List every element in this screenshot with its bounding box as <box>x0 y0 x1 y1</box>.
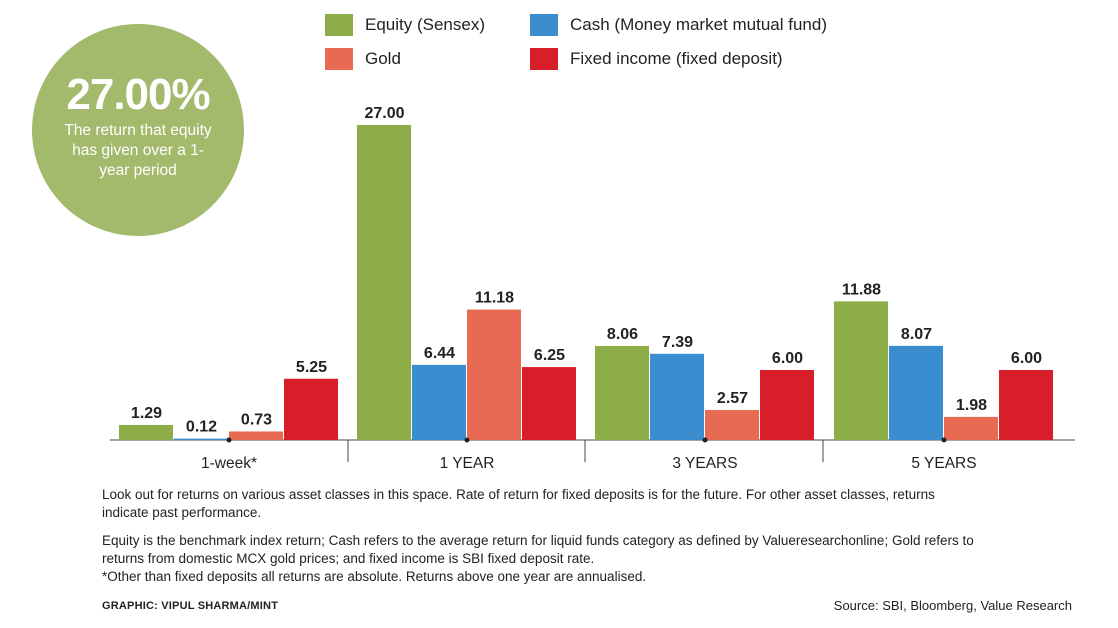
bar-0-3 <box>284 378 338 440</box>
data-label: 8.06 <box>607 326 638 343</box>
data-label: 5.25 <box>296 359 327 376</box>
tick-dot <box>464 437 470 443</box>
note-paragraph-2-block: Equity is the benchmark index return; Ca… <box>102 532 982 586</box>
tick-dot <box>226 437 232 443</box>
source-note: Source: SBI, Bloomberg, Value Research <box>833 598 1072 613</box>
bar-1-2 <box>467 309 521 440</box>
legend-swatch-fixed-income <box>530 48 558 70</box>
bar-0-2 <box>229 431 283 440</box>
bar-3-1 <box>889 345 943 440</box>
legend-label-cash: Cash (Money market mutual fund) <box>570 15 827 34</box>
bar-0-1 <box>174 438 228 441</box>
legend-item-gold: Gold <box>325 48 401 70</box>
data-label: 1.98 <box>956 397 987 414</box>
legend-swatch-gold <box>325 48 353 70</box>
callout-value: 27.00% <box>66 70 210 119</box>
legend-label-equity: Equity (Sensex) <box>365 15 485 34</box>
bar-1-0 <box>357 125 411 440</box>
tick-dot <box>702 437 708 443</box>
legend-item-equity: Equity (Sensex) <box>325 14 485 36</box>
data-label: 1.29 <box>131 405 162 422</box>
chart-notes: Look out for returns on various asset cl… <box>102 486 982 586</box>
bar-0-0 <box>119 424 173 440</box>
data-label: 6.00 <box>772 350 803 367</box>
legend-swatch-cash <box>530 14 558 36</box>
data-label: 6.25 <box>534 347 565 364</box>
note-paragraph-1: Look out for returns on various asset cl… <box>102 487 935 520</box>
legend-swatch-equity <box>325 14 353 36</box>
x-tick-label: 1-week* <box>201 455 257 472</box>
data-label: 7.39 <box>662 334 693 351</box>
graphic-credit: GRAPHIC: VIPUL SHARMA/MINT <box>102 600 279 612</box>
data-label: 8.07 <box>901 326 932 343</box>
data-label: 11.18 <box>475 290 514 307</box>
callout-text: The return that equity has given over a … <box>64 122 212 179</box>
bar-2-3 <box>760 370 814 440</box>
x-tick-label: 1 YEAR <box>440 455 495 472</box>
x-tick-label: 5 YEARS <box>911 455 976 472</box>
data-label: 2.57 <box>717 390 748 407</box>
highlight-callout: 27.00% The return that equity has given … <box>32 24 244 236</box>
data-label: 0.12 <box>186 419 217 436</box>
data-label: 6.44 <box>424 345 455 362</box>
bar-3-0 <box>834 301 888 440</box>
chart-legend: Equity (Sensex) Cash (Money market mutua… <box>325 14 885 74</box>
bar-1-1 <box>412 364 466 440</box>
bar-3-2 <box>944 416 998 440</box>
bar-3-3 <box>999 370 1053 440</box>
bar-2-2 <box>705 410 759 440</box>
note-paragraph-2: Equity is the benchmark index return; Ca… <box>102 533 974 566</box>
bar-1-3 <box>522 367 576 440</box>
x-tick-label: 3 YEARS <box>672 455 737 472</box>
data-label: 27.00 <box>364 105 404 122</box>
data-label: 11.88 <box>842 281 881 298</box>
returns-bar-chart: 1.29 0.12 0.73 5.25 1-week* 27.00 6.44 11.18 6.2… <box>110 105 1075 472</box>
legend-item-cash: Cash (Money market mutual fund) <box>530 14 827 36</box>
data-label: 0.73 <box>241 411 272 428</box>
bar-2-0 <box>595 345 649 440</box>
legend-label-gold: Gold <box>365 49 401 68</box>
tick-dot <box>941 437 947 443</box>
legend-item-fixed-income: Fixed income (fixed deposit) <box>530 48 783 70</box>
bar-2-1 <box>650 353 704 440</box>
legend-label-fixed-income: Fixed income (fixed deposit) <box>570 49 783 68</box>
footnote: *Other than fixed deposits all returns a… <box>102 569 647 584</box>
data-label: 6.00 <box>1011 350 1042 367</box>
